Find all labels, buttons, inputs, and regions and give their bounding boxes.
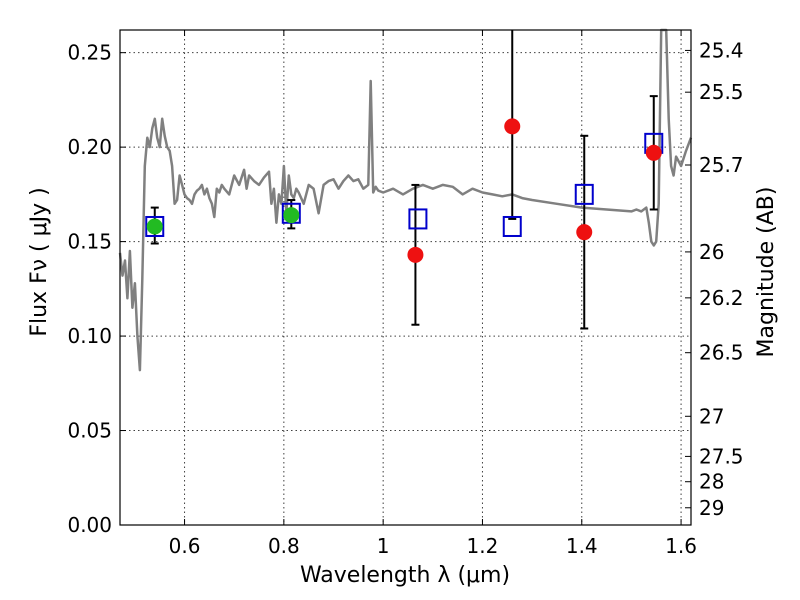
magnitude-tick-label: 25.4 [699, 38, 744, 62]
y-tick-label: 0.05 [67, 419, 112, 443]
y-tick-label: 0.10 [67, 324, 112, 348]
magnitude-tick-label: 26.5 [699, 341, 744, 365]
model-photometry-square [502, 215, 522, 237]
low-significance-point [576, 224, 593, 241]
x-tick-label: 0.8 [268, 534, 300, 558]
x-tick-label: 0.6 [169, 534, 201, 558]
low-significance-point [645, 144, 662, 161]
low-significance-point [504, 118, 521, 135]
plot-frame [119, 29, 692, 526]
magnitude-tick-label: 27 [699, 404, 724, 428]
y-tick-label: 0.00 [67, 513, 112, 537]
low-significance-point [407, 246, 424, 263]
model-photometry-square [574, 183, 594, 205]
magnitude-axis-title: Magnitude (AB) [754, 187, 779, 358]
x-tick-label: 1 [377, 534, 390, 558]
y-tick-label: 0.20 [67, 135, 112, 159]
template-spectrum-line [118, 28, 693, 372]
model-photometry-square [145, 215, 165, 237]
x-axis-ticks: 0.6 0.8 1 1.2 1.4 1.6 [169, 30, 697, 558]
magnitude-tick-label: 26 [699, 240, 724, 264]
y-tick-label: 0.15 [67, 230, 112, 254]
y-axis-ticks: 0.00 0.05 0.10 0.15 0.20 0.25 [67, 41, 126, 537]
y-axis-title: Flux Fν ( μJy ) [27, 187, 52, 336]
grid [120, 30, 691, 525]
model-photometry-square [408, 208, 428, 230]
x-axis-title: Wavelength λ (μm) [300, 563, 510, 588]
y-tick-label: 0.25 [67, 41, 112, 65]
magnitude-tick-label: 25.5 [699, 80, 744, 104]
magnitude-tick-label: 29 [699, 496, 724, 520]
magnitude-tick-label: 26.2 [699, 286, 744, 310]
detection-point [283, 207, 300, 224]
detection-point [146, 218, 163, 235]
magnitude-tick-label: 25.7 [699, 153, 744, 177]
magnitude-tick-label: 27.5 [699, 444, 744, 468]
marker-layer [145, 118, 664, 263]
magnitude-tick-label: 28 [699, 470, 724, 494]
plot-area [118, 28, 693, 526]
x-tick-label: 1.2 [467, 534, 499, 558]
template-spectrum-layer [118, 28, 693, 372]
x-tick-label: 1.6 [665, 534, 697, 558]
x-tick-label: 1.4 [566, 534, 598, 558]
